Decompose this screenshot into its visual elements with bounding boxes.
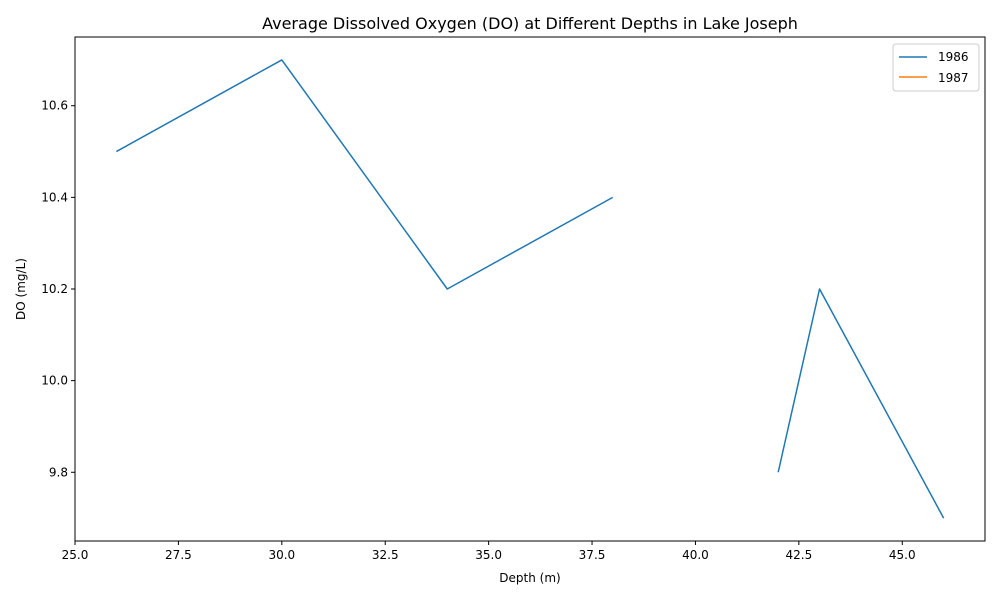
chart-title: Average Dissolved Oxygen (DO) at Differe… <box>262 14 798 33</box>
x-tick-label: 37.5 <box>579 548 606 562</box>
x-tick-label: 30.0 <box>268 548 295 562</box>
x-tick-label: 25.0 <box>62 548 89 562</box>
x-tick-label: 42.5 <box>786 548 813 562</box>
x-axis-title: Depth (m) <box>499 571 560 585</box>
y-axis-title: DO (mg/L) <box>14 258 28 320</box>
y-tick-label: 10.4 <box>41 190 68 204</box>
y-tick-label: 10.6 <box>41 99 68 113</box>
x-tick-label: 27.5 <box>165 548 192 562</box>
series-line-1986 <box>115 59 614 290</box>
x-axis-ticks: 25.0 27.5 30.0 32.5 35.0 37.5 40.0 42.5 45.0 <box>62 541 916 562</box>
x-tick-label: 45.0 <box>889 548 916 562</box>
y-tick-label: 10.0 <box>41 374 68 388</box>
legend-box <box>892 43 980 92</box>
x-tick-label: 32.5 <box>372 548 399 562</box>
series-line-1986 <box>777 288 945 519</box>
plot-series <box>115 59 945 519</box>
x-tick-label: 35.0 <box>475 548 502 562</box>
legend-label-1986: 1986 <box>938 50 969 64</box>
legend: 1986 1987 <box>892 43 980 92</box>
y-tick-label: 9.8 <box>49 465 68 479</box>
y-axis-ticks: 9.8 10.0 10.2 10.4 10.6 <box>41 99 75 479</box>
y-tick-label: 10.2 <box>41 282 68 296</box>
x-tick-label: 40.0 <box>682 548 709 562</box>
legend-label-1987: 1987 <box>938 71 969 85</box>
